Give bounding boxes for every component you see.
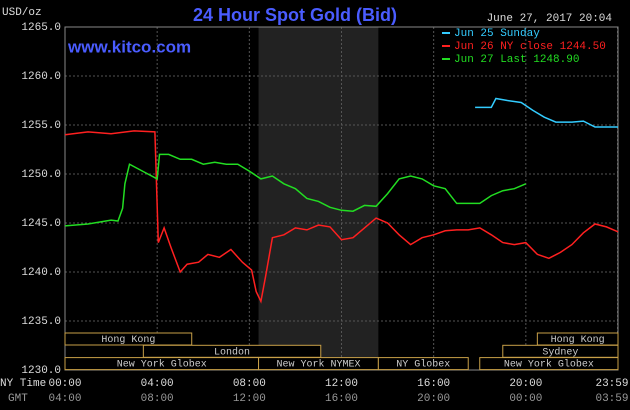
series-line (475, 97, 618, 128)
session-label: Hong Kong (101, 335, 155, 346)
x2-tick-label: 16:00 (325, 393, 358, 405)
y-tick-label: 1265.0 (21, 22, 61, 34)
y-tick-label: 1245.0 (21, 218, 61, 230)
series-line (64, 130, 619, 304)
session-label: NY Globex (396, 359, 450, 371)
x2-tick-label: 04:00 (48, 393, 81, 405)
session-label: New York Globex (504, 359, 594, 371)
x2-tick-label: 00:00 (509, 393, 542, 405)
website: www.kitco.com (67, 37, 191, 56)
x2-axis-label: GMT (8, 393, 28, 405)
session-label: London (214, 346, 250, 358)
y-tick-label: 1250.0 (21, 169, 61, 181)
y-tick-label: 1230.0 (21, 365, 61, 377)
x-tick-label: 08:00 (233, 378, 266, 390)
chart-title: 24 Hour Spot Gold (Bid) (193, 5, 397, 25)
session-box (377, 357, 469, 371)
y-tick-label: 1260.0 (21, 71, 61, 83)
timestamp: June 27, 2017 20:04 (487, 13, 613, 25)
x2-tick-label: 08:00 (141, 393, 174, 405)
legend-label: Jun 25 Sunday (454, 28, 540, 40)
x-tick-label: 00:00 (48, 378, 81, 390)
x-tick-label: 12:00 (325, 378, 358, 390)
series-line (64, 153, 527, 227)
y-tick-label: 1235.0 (21, 316, 61, 328)
x-tick-label: 23:59 (595, 378, 628, 390)
session-label: Sydney (542, 346, 578, 358)
session-shade (258, 27, 379, 370)
x-tick-label: 16:00 (417, 378, 450, 390)
session-label: New York Globex (117, 359, 207, 371)
session-label: Hong Kong (551, 335, 605, 346)
y-axis-label: USD/oz (2, 7, 42, 19)
legend-label: Jun 27 Last 1248.90 (454, 54, 579, 66)
x2-tick-label: 20:00 (417, 393, 450, 405)
x2-tick-label: 03:59 (595, 393, 628, 405)
session-label: New York NYMEX (276, 359, 360, 371)
x-axis-label: NY Time (0, 378, 46, 390)
session-box (64, 332, 193, 346)
legend-label: Jun 26 NY close 1244.50 (454, 41, 606, 53)
x-tick-label: 04:00 (141, 378, 174, 390)
x2-tick-label: 12:00 (233, 393, 266, 405)
x-tick-label: 20:00 (509, 378, 542, 390)
y-tick-label: 1240.0 (21, 267, 61, 279)
session-box (479, 357, 619, 371)
y-tick-label: 1255.0 (21, 120, 61, 132)
